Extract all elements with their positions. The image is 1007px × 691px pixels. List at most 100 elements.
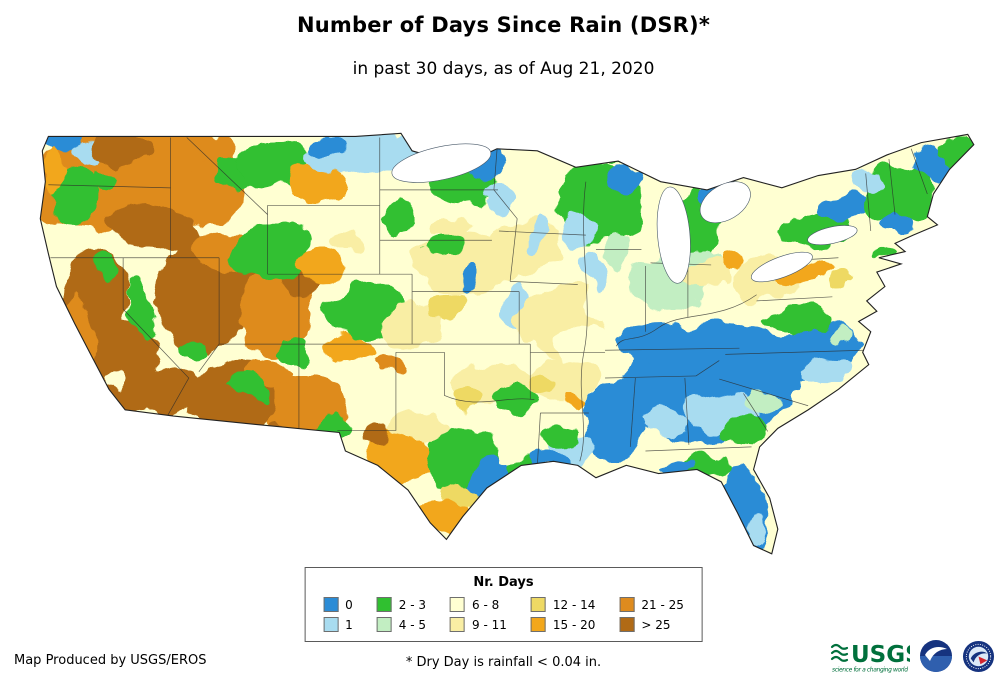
legend-swatch bbox=[530, 617, 546, 632]
usgs-logo-text: USGS bbox=[851, 642, 910, 668]
legend-label: 2 - 3 bbox=[398, 597, 426, 612]
great-lakes bbox=[391, 143, 858, 284]
map-patch bbox=[816, 191, 869, 221]
map-patch bbox=[426, 293, 471, 321]
legend-label: 4 - 5 bbox=[398, 617, 426, 632]
map-patch bbox=[606, 165, 643, 195]
map-patch bbox=[88, 133, 154, 163]
map-patch bbox=[559, 218, 596, 244]
usgs-logo-tagline: science for a changing world bbox=[832, 667, 908, 674]
map-patch bbox=[583, 246, 604, 292]
map-patch bbox=[618, 322, 704, 360]
map-patch bbox=[809, 259, 836, 277]
map-patch bbox=[564, 391, 587, 408]
map-patch bbox=[540, 425, 575, 448]
legend-swatch bbox=[619, 597, 635, 612]
map-patch bbox=[105, 204, 202, 252]
legend-label: 1 bbox=[345, 617, 353, 632]
map-patch bbox=[642, 139, 675, 154]
legend-swatch bbox=[619, 617, 635, 632]
lake-erie bbox=[750, 251, 813, 283]
noaa-gull-icon bbox=[925, 647, 947, 661]
map-patch bbox=[459, 257, 479, 295]
lake-ontario bbox=[807, 225, 858, 246]
legend-label: 0 bbox=[345, 597, 353, 612]
legend-swatch bbox=[450, 597, 465, 612]
legend-swatch bbox=[376, 597, 392, 612]
map-patch bbox=[127, 366, 200, 412]
map-patch bbox=[260, 425, 293, 448]
legend-item: 21 - 25 bbox=[619, 597, 684, 612]
map-patch bbox=[177, 336, 206, 360]
legend: Nr. Days 0 1 2 - 3 4 - 5 6 - 8 9 - 11 12 - 14 1… bbox=[304, 567, 703, 642]
map-patch bbox=[345, 176, 402, 204]
legend-swatch bbox=[450, 617, 465, 632]
legend-swatch bbox=[376, 617, 392, 632]
map-patch bbox=[127, 278, 155, 343]
nws-logo bbox=[962, 640, 995, 672]
map-patch bbox=[286, 166, 348, 202]
map-patch bbox=[826, 326, 855, 341]
map-patch bbox=[444, 483, 481, 509]
map-patch bbox=[294, 249, 348, 283]
footnote-text: * Dry Day is rainfall < 0.04 in. bbox=[405, 655, 602, 670]
map-patch bbox=[88, 169, 122, 190]
map-patch bbox=[361, 423, 394, 446]
map-patch bbox=[383, 302, 445, 349]
legend-item: 0 bbox=[323, 597, 353, 612]
map-patch bbox=[492, 387, 538, 412]
map-patch bbox=[323, 334, 376, 362]
nws-flag-icon bbox=[978, 656, 988, 664]
legend-label: 21 - 25 bbox=[641, 597, 684, 612]
usgs-waves-icon bbox=[830, 643, 849, 662]
map-patch bbox=[454, 390, 483, 409]
legend-item: 4 - 5 bbox=[376, 617, 426, 632]
map-patch bbox=[686, 258, 732, 290]
legend-label: 6 - 8 bbox=[472, 597, 500, 612]
map-patch bbox=[482, 187, 516, 213]
lake-superior bbox=[391, 143, 492, 183]
map-patch bbox=[391, 412, 445, 440]
map-patch bbox=[867, 246, 899, 257]
lake-huron bbox=[699, 181, 751, 224]
map-patch bbox=[582, 379, 644, 462]
map-patch bbox=[831, 272, 854, 285]
map-patch bbox=[604, 233, 633, 271]
map-patch bbox=[242, 361, 291, 389]
map-patch bbox=[44, 148, 65, 195]
map-patch bbox=[311, 138, 344, 160]
legend-item: 9 - 11 bbox=[450, 617, 507, 632]
legend-label: > 25 bbox=[641, 617, 671, 632]
map-patch bbox=[745, 390, 782, 413]
map-patch bbox=[748, 512, 767, 546]
map-patch bbox=[641, 408, 686, 440]
map-patch bbox=[718, 251, 745, 269]
us-map bbox=[39, 132, 975, 555]
map-patch bbox=[800, 358, 853, 384]
legend-item: > 25 bbox=[619, 617, 684, 632]
legend-items: 0 1 2 - 3 4 - 5 6 - 8 9 - 11 12 - 14 15 - 20 21 … bbox=[323, 597, 684, 632]
legend-item: 15 - 20 bbox=[530, 617, 596, 632]
map-patch bbox=[884, 219, 918, 235]
lake-michigan bbox=[656, 186, 691, 284]
map-patch bbox=[369, 355, 407, 374]
footer-logos: USGS science for a changing world bbox=[830, 638, 995, 674]
map-patch bbox=[556, 325, 610, 367]
legend-label: 15 - 20 bbox=[552, 617, 596, 632]
legend-item: 1 bbox=[323, 617, 353, 632]
map-patch bbox=[528, 375, 555, 395]
map-patch bbox=[723, 417, 768, 444]
legend-swatch bbox=[530, 597, 546, 612]
map-patch bbox=[528, 216, 547, 258]
map-patch bbox=[424, 232, 465, 259]
legend-swatch bbox=[323, 617, 339, 632]
map-patch bbox=[277, 339, 309, 363]
map-patch bbox=[103, 373, 123, 391]
page-subtitle: in past 30 days, as of Aug 21, 2020 bbox=[352, 59, 655, 79]
legend-title: Nr. Days bbox=[473, 575, 534, 590]
legend-item: 6 - 8 bbox=[450, 597, 507, 612]
map-patch bbox=[95, 251, 117, 281]
credit-text: Map Produced by USGS/EROS bbox=[14, 653, 207, 668]
state-borders bbox=[48, 137, 928, 466]
